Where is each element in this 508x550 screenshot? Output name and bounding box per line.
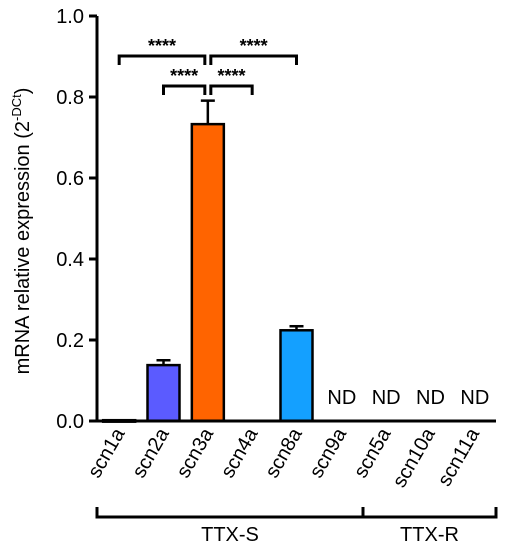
x-tick-label-scn1a: scn1a [84, 424, 130, 482]
y-tick-label-1.0: 1.0 [56, 6, 84, 28]
y-tick-label-0.6: 0.6 [56, 168, 84, 190]
bar-scn2a [146, 363, 181, 423]
x-tick-label-scn11a: scn11a [434, 424, 485, 490]
x-tick-label-scn8a: scn8a [261, 424, 307, 482]
significance-label-scn3a-scn8a: **** [240, 36, 268, 56]
significance-label-scn1a-scn3a: **** [148, 36, 176, 56]
group-bracket [95, 507, 498, 519]
x-tick-label-scn10a: scn10a [389, 424, 441, 492]
significance-bracket-scn3a-scn4a [209, 84, 254, 95]
significance-bracket-scn1a-scn3a [117, 54, 207, 65]
significance-label-scn2a-scn3a: **** [170, 66, 198, 86]
group-label-TTX-S: TTX-S [201, 524, 259, 546]
x-tick-label-scn5a: scn5a [350, 424, 396, 482]
nd-label-scn10a: ND [416, 387, 445, 409]
x-tick-label-scn9a: scn9a [305, 424, 351, 482]
significance-bracket-scn2a-scn3a [162, 84, 207, 95]
x-tick-label-scn2a: scn2a [128, 424, 174, 482]
bar-scn3a [190, 122, 226, 423]
group-label-TTX-R: TTX-R [400, 524, 459, 546]
y-tick-label-0.4: 0.4 [56, 249, 84, 271]
significance-label-scn3a-scn4a: **** [217, 66, 245, 86]
nd-label-scn5a: ND [372, 387, 401, 409]
nd-label-scn11a: ND [460, 387, 489, 409]
group-brackets-layer: TTX-S TTX-R [95, 507, 498, 546]
x-tick-label-scn4a: scn4a [217, 424, 263, 482]
y-tick-label-0.0: 0.0 [56, 411, 84, 433]
axes-layer: scn1ascn2ascn3ascn4ascn8ascn9ascn5ascn10… [56, 6, 496, 491]
y-tick-label-0.2: 0.2 [56, 330, 84, 352]
y-axis-label: mRNA relative expression (2-DCt) [9, 88, 34, 375]
y-tick-label-0.8: 0.8 [56, 87, 84, 109]
significance-layer: **** **** **** **** [117, 36, 298, 95]
significance-bracket-scn3a-scn8a [209, 54, 298, 65]
bar-scn8a [279, 329, 314, 423]
bars-layer: ND ND ND ND [101, 99, 489, 423]
nd-label-scn9a: ND [327, 387, 356, 409]
x-tick-label-scn3a: scn3a [172, 424, 218, 482]
